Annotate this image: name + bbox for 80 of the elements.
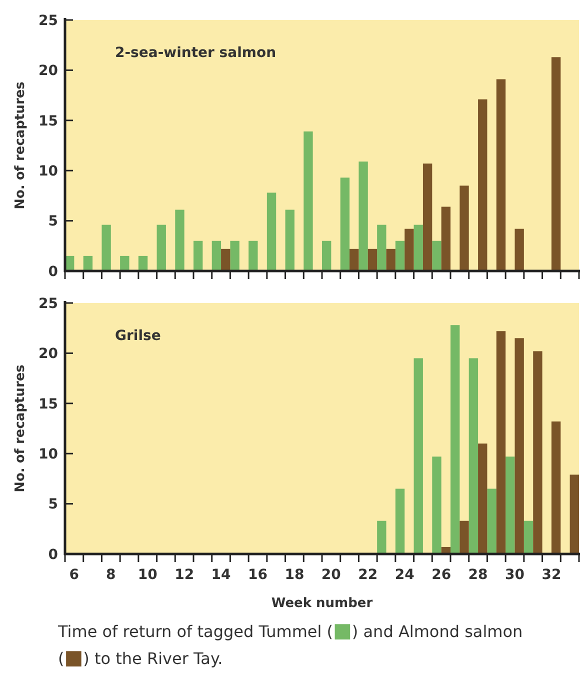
y-tick-label: 0 — [48, 264, 58, 280]
bar — [432, 456, 442, 554]
bar — [551, 421, 561, 554]
bar — [460, 186, 469, 271]
y-axis-title: No. of recaptures — [13, 364, 28, 492]
bar — [524, 520, 534, 554]
bar — [368, 248, 378, 271]
bar — [432, 240, 442, 271]
bar — [496, 79, 506, 271]
x-tick-label: 6 — [69, 567, 80, 583]
y-tick-label: 5 — [48, 214, 58, 230]
bar — [83, 256, 93, 271]
bar — [230, 240, 240, 271]
y-tick-label: 10 — [38, 164, 58, 180]
text: Time of return of tagged Tummel (■) and Almond salmon (■) to the River Tay. — [58, 618, 523, 669]
y-tick-label: 0 — [48, 546, 58, 563]
bar — [285, 210, 294, 271]
x-axis-title: Week number — [271, 596, 374, 611]
bar — [377, 224, 386, 271]
bar — [266, 192, 276, 271]
x-tick-label: 12 — [174, 567, 194, 583]
y-tick-label: 25 — [38, 12, 58, 29]
bar — [450, 325, 460, 554]
bar — [156, 224, 166, 271]
bar — [377, 520, 386, 554]
bar — [468, 358, 478, 554]
y-tick-label: 15 — [38, 396, 58, 412]
bar — [460, 520, 469, 554]
bar — [304, 131, 313, 271]
text: Grilse — [115, 328, 161, 344]
bar — [404, 228, 414, 271]
x-tick-label: 18 — [284, 567, 304, 583]
bar — [358, 162, 368, 271]
x-tick-label: 28 — [468, 567, 488, 583]
bar — [175, 210, 184, 271]
bar — [506, 456, 515, 554]
bar — [102, 224, 111, 271]
y-tick-label: 10 — [38, 446, 58, 462]
y-axis-title: No. of recaptures — [13, 81, 28, 210]
x-tick-label: 32 — [542, 567, 562, 583]
bar — [514, 228, 524, 271]
bar — [551, 57, 561, 271]
bar — [395, 240, 405, 271]
bar — [212, 240, 222, 271]
x-tick-label: 24 — [394, 567, 415, 583]
bar — [478, 99, 488, 271]
y-tick-label: 20 — [38, 346, 58, 362]
x-tick-label: 16 — [248, 567, 268, 583]
bar — [478, 444, 488, 554]
bar — [570, 474, 579, 554]
y-tick-label: 15 — [38, 113, 58, 130]
bar — [496, 331, 506, 554]
bar — [422, 164, 432, 271]
x-tick-label: 22 — [358, 567, 378, 583]
bar — [514, 338, 524, 554]
x-tick-label: 26 — [432, 567, 452, 583]
bar — [441, 206, 450, 271]
bar — [350, 248, 359, 271]
bar — [194, 240, 203, 271]
bar — [487, 488, 496, 554]
x-tick-label: 10 — [138, 567, 158, 583]
y-tick-label: 25 — [38, 296, 58, 312]
x-tick-label: 20 — [321, 567, 342, 583]
x-tick-label: 30 — [505, 567, 525, 583]
y-tick-label: 5 — [48, 496, 58, 513]
bar — [395, 488, 405, 554]
bar — [120, 256, 130, 271]
bar — [221, 248, 230, 271]
bar — [414, 224, 423, 271]
y-tick-label: 20 — [38, 63, 58, 80]
bar — [414, 358, 423, 554]
bar — [386, 248, 396, 271]
bar — [248, 240, 258, 271]
bar — [138, 256, 148, 271]
x-tick-label: 8 — [106, 567, 116, 583]
bar — [322, 240, 332, 271]
x-tick-label: 14 — [211, 567, 232, 583]
bar — [340, 178, 350, 271]
text: 2-sea-winter salmon — [115, 45, 276, 61]
bar — [533, 351, 542, 554]
